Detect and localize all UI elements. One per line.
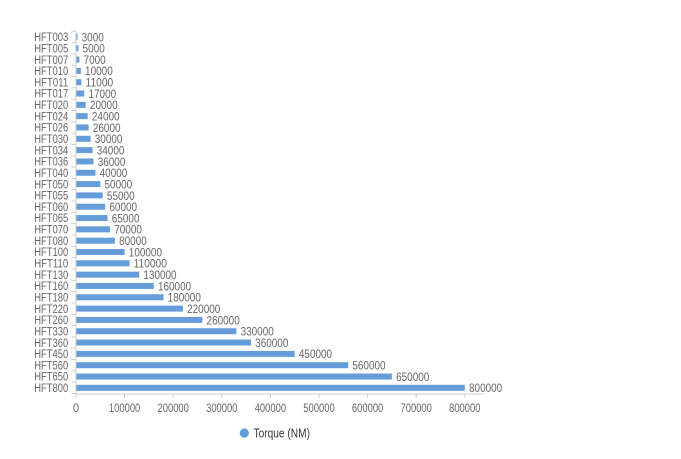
svg-text:HFT450: HFT450 [34, 349, 68, 361]
svg-text:260000: 260000 [207, 313, 240, 327]
svg-text:HFT130: HFT130 [34, 270, 68, 282]
svg-text:HFT560: HFT560 [34, 360, 68, 372]
svg-text:HFT800: HFT800 [34, 383, 68, 395]
svg-text:55000: 55000 [107, 189, 135, 203]
svg-text:HFT003: HFT003 [34, 32, 68, 44]
svg-text:110000: 110000 [134, 257, 167, 271]
svg-text:650000: 650000 [396, 370, 429, 384]
svg-text:HFT040: HFT040 [34, 168, 68, 180]
svg-text:HFT030: HFT030 [34, 134, 68, 146]
svg-text:180000: 180000 [168, 291, 201, 305]
svg-text:HFT360: HFT360 [34, 338, 68, 350]
svg-text:330000: 330000 [241, 325, 274, 339]
svg-text:HFT020: HFT020 [34, 100, 68, 112]
svg-text:560000: 560000 [352, 359, 385, 373]
svg-text:HFT011: HFT011 [34, 77, 68, 89]
svg-text:HFT650: HFT650 [34, 372, 68, 384]
svg-text:200000: 200000 [158, 401, 190, 415]
svg-text:700000: 700000 [401, 401, 433, 415]
svg-text:24000: 24000 [92, 110, 120, 124]
svg-text:HFT330: HFT330 [34, 326, 68, 338]
svg-text:130000: 130000 [143, 268, 176, 282]
svg-text:800000: 800000 [469, 381, 502, 395]
svg-text:HFT160: HFT160 [34, 281, 68, 293]
svg-text:450000: 450000 [299, 347, 332, 361]
svg-text:36000: 36000 [98, 155, 126, 169]
svg-text:800000: 800000 [449, 401, 481, 415]
svg-text:HFT260: HFT260 [34, 315, 68, 327]
svg-text:HFT100: HFT100 [34, 247, 68, 259]
svg-text:400000: 400000 [255, 401, 287, 415]
svg-text:500000: 500000 [303, 401, 335, 415]
svg-text:HFT034: HFT034 [34, 145, 68, 157]
svg-text:HFT055: HFT055 [34, 191, 68, 203]
svg-text:600000: 600000 [352, 401, 384, 415]
svg-text:HFT110: HFT110 [34, 259, 68, 271]
svg-text:7000: 7000 [84, 53, 106, 67]
svg-text:HFT060: HFT060 [34, 202, 68, 214]
svg-text:HFT005: HFT005 [34, 43, 68, 55]
svg-text:26000: 26000 [93, 121, 121, 135]
svg-text:HFT010: HFT010 [34, 66, 68, 78]
svg-text:220000: 220000 [187, 302, 220, 316]
svg-text:HFT065: HFT065 [34, 213, 68, 225]
svg-text:HFT180: HFT180 [34, 292, 68, 304]
svg-text:360000: 360000 [255, 336, 288, 350]
svg-text:50000: 50000 [105, 177, 133, 191]
svg-text:40000: 40000 [100, 166, 128, 180]
svg-text:HFT026: HFT026 [34, 123, 68, 135]
svg-text:80000: 80000 [119, 234, 147, 248]
svg-text:160000: 160000 [158, 279, 191, 293]
svg-text:300000: 300000 [206, 401, 238, 415]
svg-text:3000: 3000 [82, 30, 104, 44]
svg-text:34000: 34000 [97, 143, 125, 157]
svg-text:0: 0 [73, 401, 79, 415]
svg-text:HFT220: HFT220 [34, 304, 68, 316]
svg-text:10000: 10000 [85, 64, 113, 78]
svg-text:HFT024: HFT024 [34, 111, 68, 123]
svg-text:Torque (NM): Torque (NM) [254, 426, 311, 440]
svg-text:100000: 100000 [109, 401, 141, 415]
svg-text:60000: 60000 [109, 200, 137, 214]
svg-text:65000: 65000 [112, 211, 140, 225]
svg-text:11000: 11000 [86, 76, 114, 90]
svg-text:HFT017: HFT017 [34, 89, 68, 101]
svg-text:HFT007: HFT007 [34, 55, 68, 67]
svg-text:70000: 70000 [114, 223, 142, 237]
svg-text:5000: 5000 [83, 42, 105, 56]
svg-text:HFT050: HFT050 [34, 179, 68, 191]
svg-text:HFT080: HFT080 [34, 236, 68, 248]
svg-text:100000: 100000 [129, 245, 162, 259]
svg-text:20000: 20000 [90, 98, 118, 112]
svg-text:HFT036: HFT036 [34, 157, 68, 169]
svg-text:30000: 30000 [95, 132, 123, 146]
svg-text:HFT070: HFT070 [34, 225, 68, 237]
svg-text:17000: 17000 [88, 87, 116, 101]
